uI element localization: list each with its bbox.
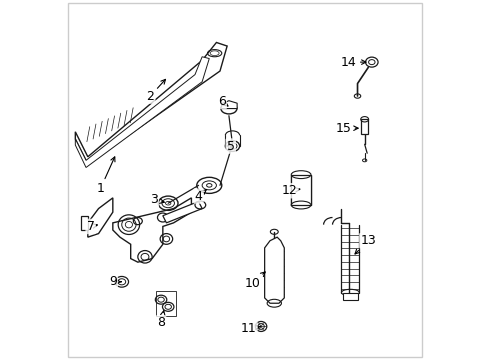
Polygon shape (265, 237, 284, 303)
Text: 14: 14 (341, 55, 366, 69)
Text: 7: 7 (87, 220, 98, 233)
Text: 6: 6 (218, 95, 228, 108)
Bar (156, 291, 176, 316)
Polygon shape (163, 202, 202, 223)
Polygon shape (75, 57, 209, 167)
Text: 12: 12 (282, 184, 300, 197)
Text: 1: 1 (97, 157, 115, 195)
Polygon shape (113, 198, 192, 262)
Text: 4: 4 (195, 190, 206, 203)
Polygon shape (81, 216, 88, 230)
Text: 11: 11 (241, 322, 261, 335)
Polygon shape (75, 42, 227, 164)
Polygon shape (88, 198, 113, 237)
Text: 15: 15 (335, 122, 358, 135)
Text: 10: 10 (244, 272, 265, 290)
Bar (343, 293, 358, 300)
Text: 3: 3 (150, 193, 164, 206)
Text: 8: 8 (157, 311, 165, 329)
Text: 13: 13 (355, 234, 376, 254)
Polygon shape (220, 101, 237, 109)
Bar (292, 175, 311, 205)
Text: 2: 2 (147, 80, 166, 103)
Bar (361, 119, 368, 134)
Text: 9: 9 (109, 275, 121, 288)
Text: 5: 5 (226, 140, 235, 153)
